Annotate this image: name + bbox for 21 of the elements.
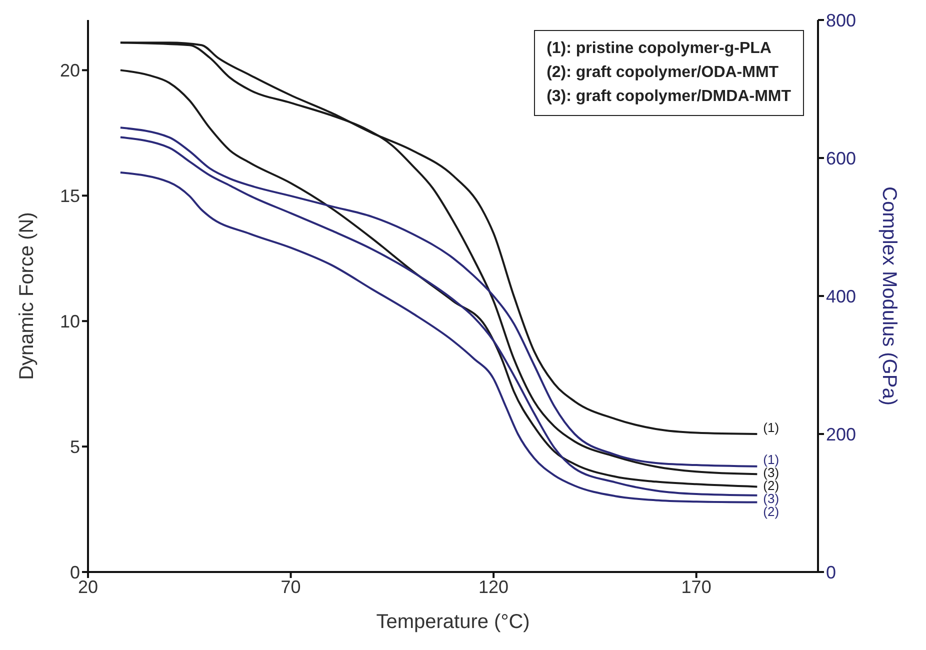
y2-axis-title: Complex Modulus (GPa) [878,186,900,406]
series-label: (1) [763,452,780,468]
y-tick-label: 0 [70,562,80,582]
annotation: (3): graft copolymer/DMDA-MMT [546,87,791,107]
x-tick-label: 170 [681,576,712,597]
series-label: (1) [763,420,780,436]
y-tick-label: 5 [70,436,80,457]
y2-tick-label: 400 [826,286,856,306]
annotation: (1): pristine copolymer-g-PLA [546,39,772,59]
y2-tick-label: 0 [826,562,836,582]
x-tick-label: 120 [478,576,509,597]
y-tick-label: 20 [60,60,80,81]
y-tick-label: 15 [60,186,80,206]
x-axis-title: Temperature (°C) [376,611,530,633]
y-axis-title: Dynamic Force (N) [16,212,38,380]
y2-tick-label: 600 [826,148,856,168]
annotation: (2): graft copolymer/ODA-MMT [546,63,780,83]
y-tick-label: 10 [60,311,80,332]
y2-tick-label: 200 [826,424,856,444]
y2-tick-label: 800 [826,10,856,30]
x-tick-label: 70 [280,576,301,597]
